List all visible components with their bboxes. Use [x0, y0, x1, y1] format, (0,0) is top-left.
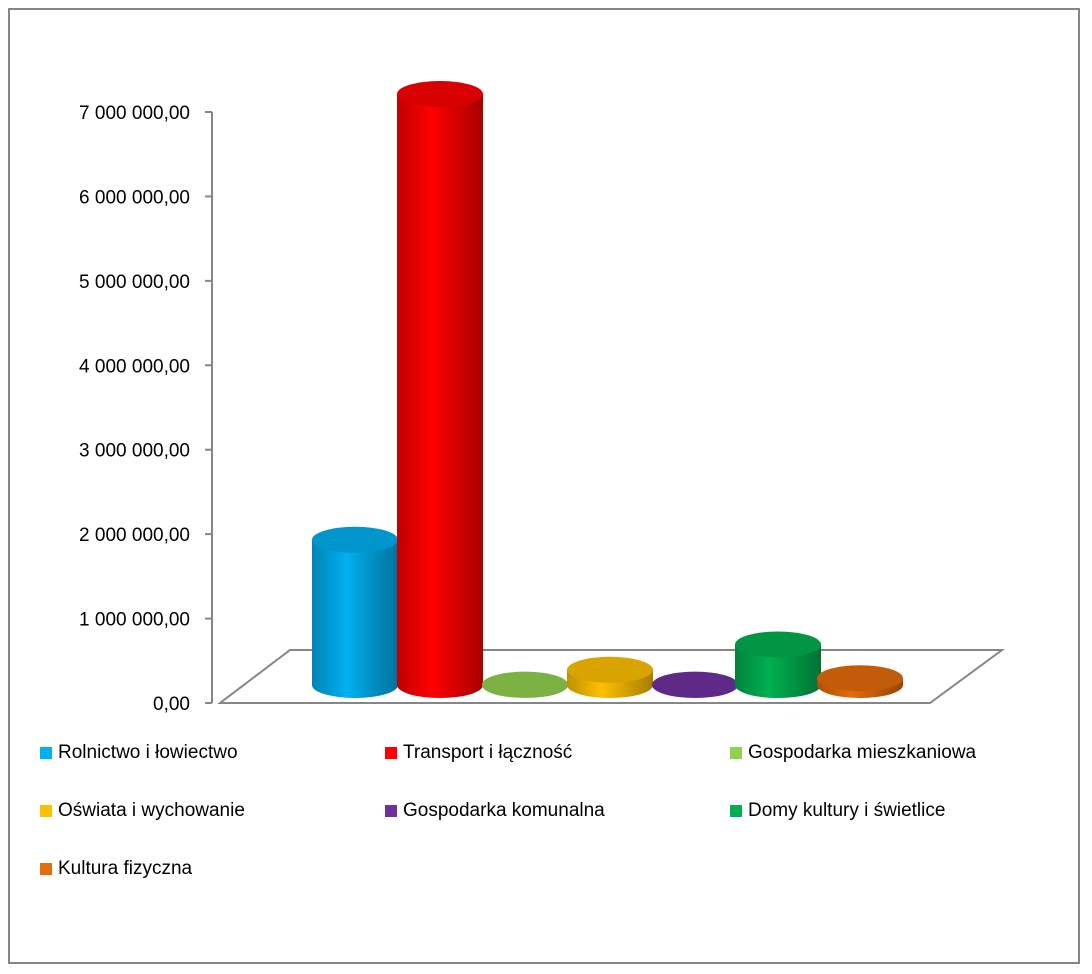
- legend-label: Kultura fizyczna: [58, 858, 193, 879]
- bar-cylinder: [482, 671, 568, 698]
- bar-top: [735, 631, 821, 658]
- y-tick-label: 3 000 000,00: [79, 441, 190, 462]
- y-tick-label: 5 000 000,00: [79, 272, 190, 293]
- bar-cylinder: [397, 81, 483, 698]
- bar-body: [397, 94, 483, 698]
- legend-item: Gospodarka komunalna: [385, 800, 605, 822]
- bar-cylinder: [817, 665, 903, 698]
- bar-body: [735, 644, 821, 698]
- legend-label: Gospodarka komunalna: [403, 800, 605, 821]
- bar-cylinder: [735, 631, 821, 698]
- legend-label: Oświata i wychowanie: [58, 800, 245, 821]
- legend-label: Gospodarka mieszkaniowa: [748, 742, 977, 763]
- y-tick-label: 1 000 000,00: [79, 610, 190, 631]
- legend-swatch: [40, 747, 52, 759]
- legend-item: Transport i łączność: [385, 742, 572, 764]
- bar-top: [312, 526, 398, 553]
- legend-label: Transport i łączność: [403, 742, 573, 763]
- legend-swatch: [40, 863, 52, 875]
- legend-swatch: [730, 805, 742, 817]
- legend-swatch: [385, 805, 397, 817]
- legend-item: Rolnictwo i łowiectwo: [40, 742, 238, 764]
- legend-item: Domy kultury i świetlice: [730, 800, 945, 822]
- legend-swatch: [730, 747, 742, 759]
- bar-cylinder: [312, 526, 398, 698]
- bar-top: [397, 81, 483, 107]
- bar-top: [482, 671, 568, 698]
- bar-cylinder: [652, 671, 738, 698]
- y-tick-label: 7 000 000,00: [79, 103, 190, 124]
- legend-swatch: [40, 805, 52, 817]
- legend-label: Domy kultury i świetlice: [748, 800, 946, 821]
- legend-item: Kultura fizyczna: [40, 858, 192, 880]
- y-tick-label: 0,00: [153, 694, 190, 715]
- chart-floor: [217, 649, 1006, 704]
- bar-top: [817, 665, 903, 692]
- chart-frame: [8, 8, 1080, 964]
- legend-item: Gospodarka mieszkaniowa: [730, 742, 976, 764]
- y-tick-label: 6 000 000,00: [79, 187, 190, 208]
- bar-top: [567, 656, 653, 683]
- bar-cylinder: [567, 656, 653, 698]
- y-tick-label: 4 000 000,00: [79, 356, 190, 377]
- bar-body: [312, 539, 398, 698]
- bar-top: [652, 671, 738, 698]
- legend-swatch: [385, 747, 397, 759]
- legend-item: Oświata i wychowanie: [40, 800, 245, 822]
- legend-label: Rolnictwo i łowiectwo: [58, 742, 238, 763]
- y-tick-label: 2 000 000,00: [79, 525, 190, 546]
